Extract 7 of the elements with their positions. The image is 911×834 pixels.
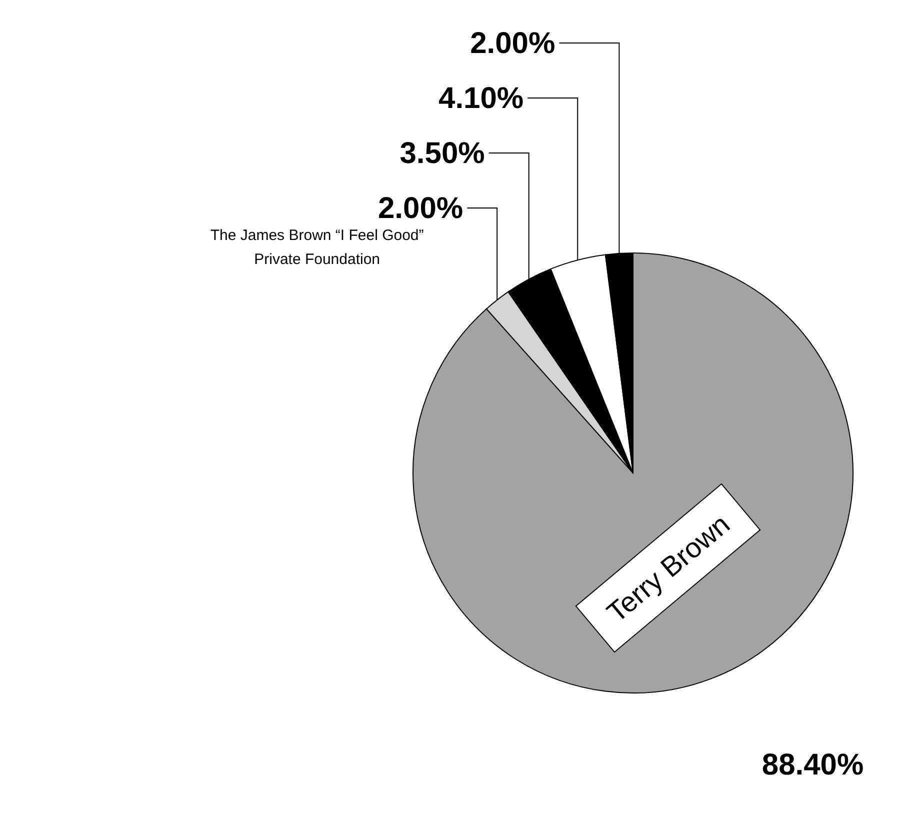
pie-slice bbox=[412, 252, 854, 694]
data-label: 2.00% bbox=[378, 192, 464, 225]
data-label: 3.50% bbox=[400, 137, 485, 170]
data-label: 2.00% bbox=[470, 27, 556, 60]
data-label: 88.40% bbox=[762, 748, 864, 782]
data-label: 4.10% bbox=[438, 82, 524, 115]
slice-label: The James Brown “I Feel Good” Private Foundation bbox=[210, 227, 424, 268]
